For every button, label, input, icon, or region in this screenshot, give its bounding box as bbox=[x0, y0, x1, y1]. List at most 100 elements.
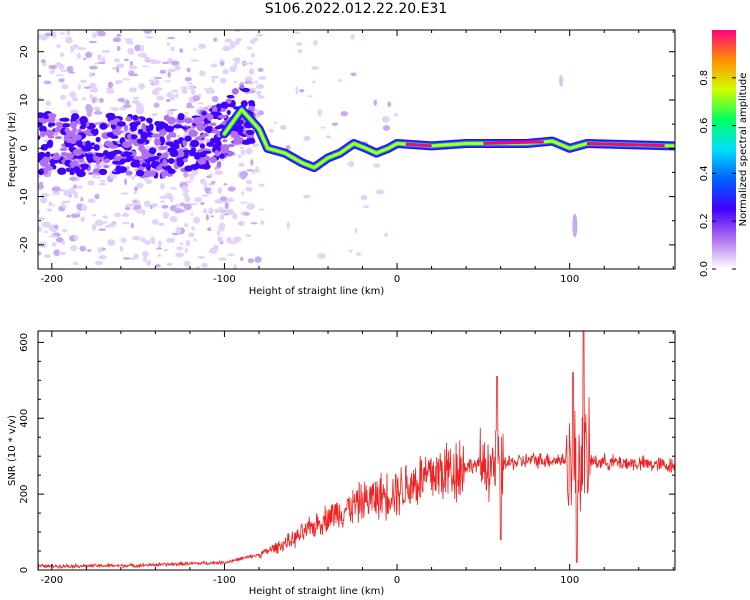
y-tick-label: 200 bbox=[19, 485, 30, 504]
signal-blob bbox=[38, 121, 43, 128]
x-axis-label: Height of straight line (km) bbox=[249, 586, 385, 597]
noise-blob bbox=[214, 208, 221, 213]
noise-blob bbox=[103, 50, 111, 53]
noise-blob bbox=[48, 70, 55, 74]
noise-blob bbox=[170, 46, 175, 52]
noise-blob bbox=[381, 115, 390, 123]
noise-blob bbox=[232, 236, 242, 243]
noise-blob bbox=[140, 237, 146, 242]
signal-blob bbox=[69, 168, 75, 174]
noise-blob bbox=[118, 107, 127, 111]
noise-blob bbox=[183, 171, 189, 178]
y-axis-label: SNR (10 * v/v) bbox=[7, 415, 18, 486]
noise-blob bbox=[219, 59, 225, 63]
noise-blob bbox=[122, 78, 131, 81]
noise-blob bbox=[116, 66, 120, 73]
signal-blob bbox=[160, 137, 166, 144]
noise-blob bbox=[183, 260, 191, 267]
signal-blob bbox=[73, 166, 80, 172]
signal-blob bbox=[129, 125, 136, 132]
noise-blob bbox=[128, 65, 138, 70]
noise-blob bbox=[80, 79, 87, 84]
noise-blob bbox=[88, 72, 94, 78]
noise-blob bbox=[69, 176, 78, 182]
signal-blob bbox=[45, 129, 55, 137]
noise-blob bbox=[188, 232, 195, 238]
noise-blob bbox=[207, 227, 212, 232]
noise-blob bbox=[235, 38, 240, 45]
signal-blob bbox=[184, 165, 193, 172]
y-tick-label: 400 bbox=[19, 409, 30, 428]
noise-blob bbox=[40, 34, 48, 41]
noise-blob bbox=[256, 90, 262, 97]
noise-blob bbox=[126, 165, 130, 171]
signal-blob bbox=[110, 135, 119, 139]
signal-blob bbox=[45, 151, 51, 158]
noise-blob bbox=[92, 32, 97, 39]
noise-blob bbox=[186, 67, 191, 73]
noise-blob bbox=[205, 214, 209, 221]
noise-blob bbox=[89, 65, 98, 70]
noise-blob bbox=[167, 36, 175, 40]
signal-blob bbox=[81, 145, 92, 152]
noise-blob bbox=[158, 240, 162, 248]
signal-blob bbox=[108, 151, 117, 157]
signal-blob bbox=[95, 136, 101, 143]
noise-blob bbox=[77, 47, 86, 51]
noise-blob bbox=[85, 51, 93, 59]
noise-blob bbox=[297, 48, 303, 54]
noise-blob bbox=[94, 62, 99, 65]
signal-blob bbox=[61, 123, 71, 128]
noise-blob bbox=[195, 266, 200, 269]
noise-blob bbox=[87, 180, 95, 186]
signal-blob bbox=[158, 145, 168, 150]
noise-blob bbox=[65, 36, 73, 44]
signal-blob bbox=[193, 152, 202, 160]
noise-blob bbox=[69, 187, 76, 194]
heatmap-frame bbox=[37, 29, 676, 270]
noise-blob bbox=[203, 187, 212, 192]
noise-blob bbox=[382, 124, 391, 131]
noise-blob bbox=[200, 202, 205, 206]
noise-blob bbox=[125, 40, 134, 45]
noise-blob bbox=[45, 100, 52, 107]
noise-blob bbox=[39, 196, 48, 204]
noise-blob bbox=[197, 102, 204, 105]
y-tick-label: 10 bbox=[19, 94, 30, 107]
noise-blob bbox=[135, 102, 143, 109]
noise-blob bbox=[133, 200, 138, 203]
noise-blob bbox=[82, 58, 87, 61]
signal-blob bbox=[151, 133, 162, 138]
noise-blob bbox=[145, 179, 153, 185]
noise-blob bbox=[42, 62, 47, 67]
noise-blob bbox=[347, 161, 353, 166]
signal-blob bbox=[115, 165, 122, 174]
noise-blob bbox=[176, 246, 184, 251]
noise-blob bbox=[157, 254, 161, 257]
noise-blob bbox=[185, 240, 191, 247]
x-tick-label: -200 bbox=[40, 274, 63, 285]
noise-blob bbox=[233, 80, 238, 84]
noise-blob bbox=[164, 192, 173, 199]
noise-blob bbox=[200, 194, 210, 197]
signal-blob bbox=[39, 131, 46, 138]
signal-blob bbox=[162, 152, 169, 159]
noise-blob bbox=[124, 38, 133, 41]
noise-blob bbox=[61, 84, 69, 90]
noise-blob bbox=[354, 228, 358, 234]
noise-blob bbox=[293, 31, 301, 34]
noise-blob bbox=[38, 225, 42, 230]
signal-blob bbox=[138, 165, 145, 171]
noise-blob bbox=[91, 223, 97, 231]
noise-blob bbox=[167, 71, 171, 78]
noise-blob bbox=[317, 253, 326, 259]
noise-blob bbox=[51, 31, 57, 39]
noise-blob bbox=[112, 37, 121, 43]
signal-blob bbox=[69, 160, 79, 168]
noise-blob bbox=[360, 194, 368, 201]
x-tick-label: 0 bbox=[394, 575, 400, 586]
signal-blob bbox=[136, 138, 145, 144]
noise-blob bbox=[97, 30, 107, 37]
signal-blob bbox=[93, 144, 100, 151]
noise-blob bbox=[250, 159, 254, 166]
